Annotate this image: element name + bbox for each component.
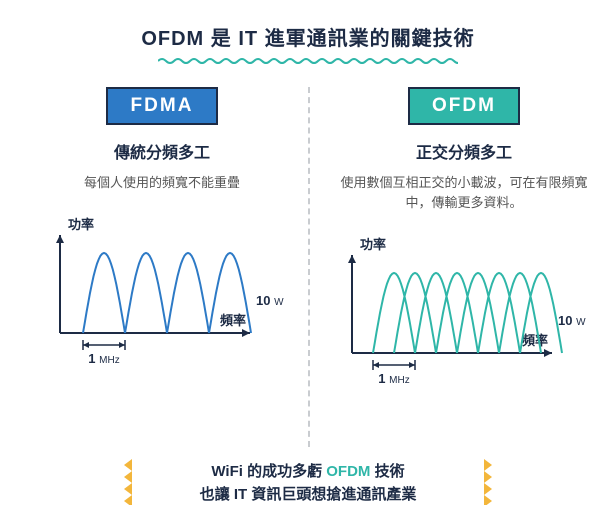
fdma-chart: 功率頻率 10 W 1 MHz	[40, 211, 284, 381]
ofdm-badge: OFDM	[408, 87, 520, 125]
svg-text:頻率: 頻率	[522, 333, 548, 348]
svg-text:1 MHz: 1 MHz	[378, 371, 409, 386]
ofdm-subtitle: 正交分頻多工	[332, 139, 596, 163]
banner-text: WiFi 的成功多虧 OFDM 技術 也讓 IT 資訊巨頭想搶進通訊產業	[128, 459, 488, 508]
svg-text:10 W: 10 W	[256, 293, 284, 308]
banner-line1-a: WiFi 的成功多虧	[211, 463, 326, 480]
svg-text:1 MHz: 1 MHz	[88, 351, 119, 366]
banner-line1-b: 技術	[370, 463, 404, 480]
svg-text:頻率: 頻率	[220, 313, 246, 328]
ofdm-description: 使用數個互相正交的小載波，可在有限頻寬中，傳輸更多資料。	[332, 173, 596, 213]
fdma-description: 每個人使用的頻寬不能重疊	[40, 173, 284, 193]
fdma-badge: FDMA	[106, 87, 218, 125]
banner-zig-right	[482, 459, 492, 505]
ofdm-chart: 功率頻率 10 W 1 MHz	[332, 231, 596, 401]
banner-line2: 也讓 IT 資訊巨頭想搶進通訊產業	[200, 486, 417, 503]
title-underline	[158, 57, 458, 65]
svg-text:功率: 功率	[360, 237, 386, 252]
banner-accent: OFDM	[326, 463, 370, 480]
content-area: FDMA 傳統分頻多工 每個人使用的頻寬不能重疊 功率頻率 10 W 1 MHz O…	[0, 77, 616, 457]
right-column: OFDM 正交分頻多工 使用數個互相正交的小載波，可在有限頻寬中，傳輸更多資料。…	[308, 77, 616, 457]
bottom-banner: WiFi 的成功多虧 OFDM 技術 也讓 IT 資訊巨頭想搶進通訊產業	[128, 459, 488, 508]
svg-text:功率: 功率	[68, 217, 94, 232]
svg-text:10 W: 10 W	[558, 313, 586, 328]
page-title: OFDM 是 IT 進軍通訊業的關鍵技術	[0, 0, 616, 51]
left-column: FDMA 傳統分頻多工 每個人使用的頻寬不能重疊 功率頻率 10 W 1 MHz	[0, 77, 308, 457]
fdma-subtitle: 傳統分頻多工	[40, 139, 284, 163]
banner-zig-left	[124, 459, 134, 505]
